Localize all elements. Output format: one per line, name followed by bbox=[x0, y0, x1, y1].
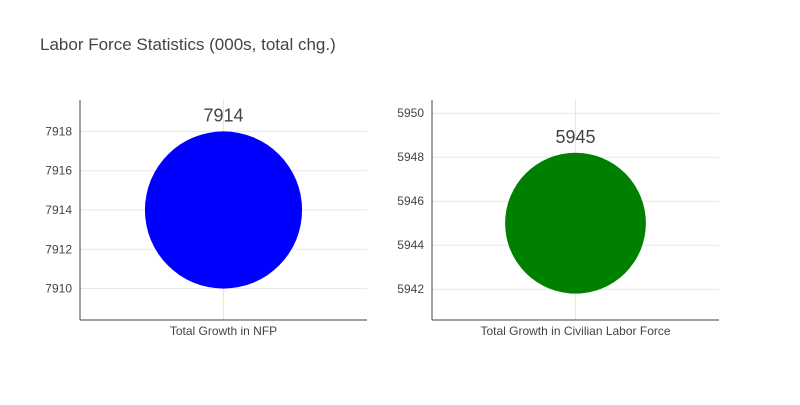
y-tick-label: 7918 bbox=[45, 124, 72, 138]
chart-title: Labor Force Statistics (000s, total chg.… bbox=[40, 35, 336, 54]
subplot-1: 7910 7912 7914 7916 7918 7914 Total Growth in … bbox=[45, 100, 367, 338]
y-tick-label: 5950 bbox=[397, 106, 424, 120]
data-point bbox=[505, 152, 646, 294]
y-tick-label: 5946 bbox=[397, 194, 424, 208]
data-point bbox=[144, 131, 303, 289]
y-tick-label: 7912 bbox=[45, 242, 72, 256]
y-tick-label: 5944 bbox=[397, 238, 424, 252]
data-label: 7914 bbox=[203, 105, 243, 125]
data-label: 5945 bbox=[555, 127, 595, 147]
x-tick-label: Total Growth in Civilian Labor Force bbox=[480, 324, 670, 338]
y-tick-label: 7914 bbox=[45, 203, 72, 217]
chart-panels: 7910 7912 7914 7916 7918 7914 Total Growth in … bbox=[45, 100, 719, 338]
y-tick-label: 5942 bbox=[397, 282, 424, 296]
y-tick-label: 7910 bbox=[45, 282, 72, 296]
x-tick-label: Total Growth in NFP bbox=[170, 324, 277, 338]
subplot-2: 5942 5944 5946 5948 5950 5945 Total Growth in … bbox=[397, 100, 719, 338]
y-tick-label: 5948 bbox=[397, 150, 424, 164]
y-tick-label: 7916 bbox=[45, 164, 72, 178]
